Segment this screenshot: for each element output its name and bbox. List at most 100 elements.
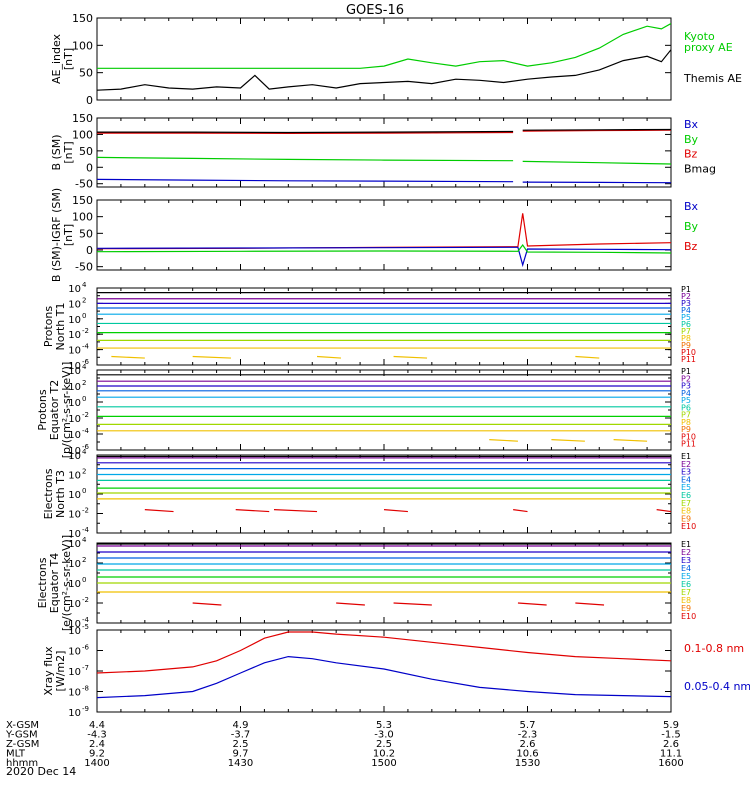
legend-entry: P1 (681, 285, 691, 294)
y-tick-label: 100 (72, 211, 93, 224)
series-bmag (97, 128, 671, 134)
y-tick-label: 10 (68, 599, 81, 610)
x-column-value: 4.4 (89, 720, 105, 731)
legend-entry: E8 (681, 507, 691, 516)
x-row-label: MLT (6, 749, 26, 760)
legend-entry: Bz (684, 148, 698, 161)
y-axis-label-line: Electrons (36, 557, 49, 608)
channel-segment (111, 355, 145, 359)
legend-entry: P8 (681, 418, 691, 427)
y-axis-label-line: Protons (42, 306, 55, 347)
y-axis-label-line: [nT] (62, 141, 75, 163)
y-tick-label: 150 (72, 194, 93, 207)
y-tick-label: 10 (68, 330, 81, 341)
channel-segment (393, 355, 428, 359)
y-axis-label-line: B (SM)-IGRF (SM) (50, 188, 63, 282)
channel-segment (656, 509, 671, 513)
channel-segment (235, 509, 270, 513)
legend-entry: E9 (681, 604, 691, 613)
y-axis-label: Electrons North T3 (42, 468, 67, 519)
channel-segment (192, 602, 222, 606)
y-axis-label: Xray flux [W/m2] (42, 646, 67, 696)
legend-entry: Themis AE (683, 72, 742, 85)
y-tick-label: 10 (68, 529, 81, 540)
x-column-value: 2.5 (233, 739, 249, 750)
y-tick-exponent: 2 (82, 379, 86, 387)
y-tick-label: 10 (68, 688, 81, 699)
series-by (97, 243, 671, 254)
legend-entry: proxy AE (684, 41, 733, 54)
x-column-value: -3.0 (374, 730, 394, 741)
y-tick-exponent: 0 (82, 312, 86, 320)
y-tick-exponent: -8 (82, 685, 89, 693)
x-column-value: 2.6 (663, 739, 679, 750)
legend-entry: E7 (681, 588, 691, 597)
x-column-value: 2.4 (89, 739, 105, 750)
legend-entry: P3 (681, 299, 691, 308)
y-axis-label-line: [W/m2] (54, 651, 67, 692)
y-tick-label: 10 (68, 667, 81, 678)
series-bx (97, 246, 671, 268)
y-tick-label: 10 (68, 539, 81, 550)
y-tick-exponent: 4 (82, 363, 87, 371)
panel-frame (96, 454, 672, 534)
x-row-label: Z-GSM (6, 739, 39, 750)
y-tick-exponent: -9 (82, 705, 89, 713)
channel-segment (551, 439, 585, 442)
y-tick-exponent: -2 (82, 411, 89, 419)
y-tick-exponent: 4 (82, 536, 87, 544)
legend-entry: Bz (684, 240, 698, 253)
y-tick-label: 10 (68, 471, 81, 482)
x-column-value: 5.7 (520, 720, 536, 731)
channel-segment (575, 602, 605, 606)
legend-entry: P7 (681, 411, 691, 420)
x-column-value: 2.5 (376, 739, 392, 750)
series-kyoto-proxy-ae (97, 22, 671, 69)
x-row-label: hhmm (6, 758, 38, 769)
legend-entry: P6 (681, 403, 691, 412)
x-column-value: 5.9 (663, 720, 679, 731)
legend-entry: P8 (681, 334, 691, 343)
y-axis-label-line: Equator T4 (48, 553, 61, 613)
x-column-value: 1500 (371, 758, 396, 769)
series-bz (97, 129, 671, 135)
y-tick-label: 0 (86, 161, 93, 174)
x-column-value: -4.3 (87, 730, 107, 741)
legend-entry: P1 (681, 367, 691, 376)
legend-entry: Kyoto (684, 30, 715, 43)
y-axis-label-line: Protons (36, 389, 49, 430)
channel-segment (383, 509, 408, 513)
legend-entry: P7 (681, 327, 691, 336)
y-axis-label: AE_index [nT] (50, 33, 75, 84)
channel-segment (575, 355, 600, 359)
x-column-value: 9.7 (233, 749, 249, 760)
x-column-value: -3.7 (231, 730, 251, 741)
y-tick-label: 10 (68, 382, 81, 393)
y-axis-label-line: [nT] (62, 48, 75, 70)
legend-entry: E6 (681, 491, 691, 500)
y-axis-label-line: [nT] (62, 224, 75, 246)
y-tick-exponent: 0 (82, 487, 86, 495)
y-tick-label: 10 (68, 510, 81, 521)
y-tick-label: -50 (75, 261, 93, 274)
y-tick-label: 50 (79, 145, 93, 158)
series-bz (97, 213, 671, 250)
x-column-value: -2.3 (518, 730, 538, 741)
legend-entry: E5 (681, 572, 691, 581)
y-tick-label: 10 (68, 284, 81, 295)
y-tick-exponent: -4 (82, 526, 90, 534)
y-tick-exponent: 4 (82, 281, 87, 289)
channel-segment (613, 439, 648, 442)
plot-title: GOES-16 (346, 3, 404, 18)
y-axis-label-line: Xray flux (42, 646, 55, 696)
legend-entry: P2 (681, 374, 691, 383)
panel-frame (96, 17, 672, 101)
y-tick-label: 50 (79, 67, 93, 80)
y-axis-label-line: North T1 (54, 303, 67, 351)
y-tick-exponent: 2 (82, 468, 86, 476)
legend-entry: E3 (681, 556, 691, 565)
y-tick-label: -50 (75, 178, 93, 191)
